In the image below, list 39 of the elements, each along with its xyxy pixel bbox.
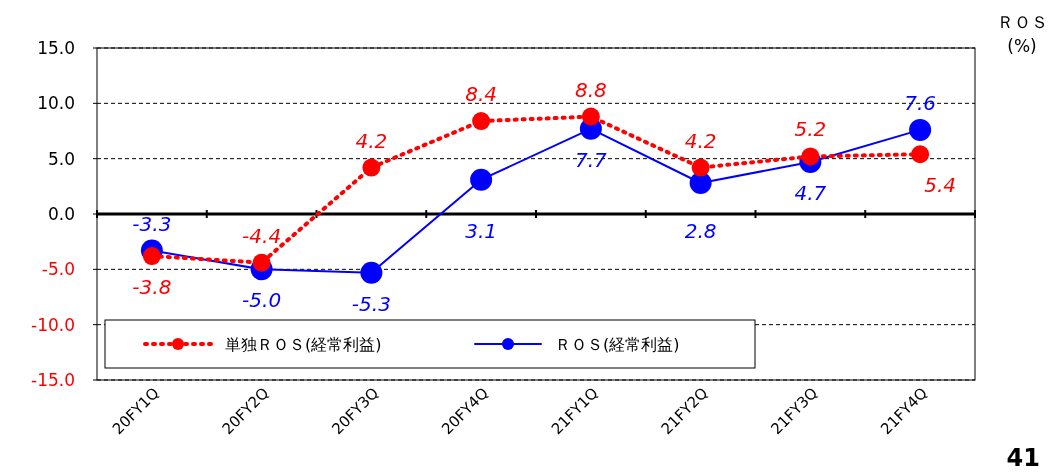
point <box>360 261 383 284</box>
data-label: 4.7 <box>794 180 827 205</box>
data-label: -3.8 <box>132 275 172 300</box>
point <box>691 158 710 177</box>
point <box>252 253 271 272</box>
y-tick-label: -10.0 <box>31 314 75 335</box>
y-tick-label: 0.0 <box>47 204 75 224</box>
data-label: 4.2 <box>355 128 388 153</box>
data-label: 8.8 <box>574 77 607 102</box>
data-label: 2.8 <box>684 219 717 243</box>
legend-label: ＲＯＳ(経常利益) <box>555 335 680 354</box>
point <box>911 145 930 164</box>
point <box>689 172 712 195</box>
data-label: 4.2 <box>684 128 717 153</box>
data-label: -5.0 <box>242 288 282 313</box>
legend-label: 単独ＲＯＳ(経常利益) <box>225 335 382 354</box>
y-axis-title: ＲＯＳ (%) <box>996 12 1048 56</box>
data-label: 7.7 <box>574 147 608 172</box>
y-tick-label: 10.0 <box>37 93 75 114</box>
point <box>472 112 491 131</box>
y-tick-label: 15.0 <box>37 38 75 58</box>
y-tick-label: -15.0 <box>31 370 75 390</box>
data-label: 7.6 <box>904 90 937 115</box>
text: 41 <box>1006 444 1040 472</box>
data-label: 5.2 <box>794 117 827 142</box>
data-label: 8.4 <box>465 82 498 107</box>
data-label: -4.4 <box>242 223 282 248</box>
point <box>581 107 600 126</box>
point <box>362 158 381 177</box>
data-label: 3.1 <box>465 219 498 243</box>
y-tick-label: -5.0 <box>41 259 75 280</box>
data-label: 5.4 <box>924 173 957 198</box>
y-tick-label: 5.0 <box>47 148 75 169</box>
point <box>909 118 932 141</box>
data-label: -5.3 <box>351 291 391 316</box>
data-label: -3.3 <box>132 211 172 236</box>
point <box>801 147 820 166</box>
point <box>470 168 493 191</box>
point <box>142 247 161 266</box>
